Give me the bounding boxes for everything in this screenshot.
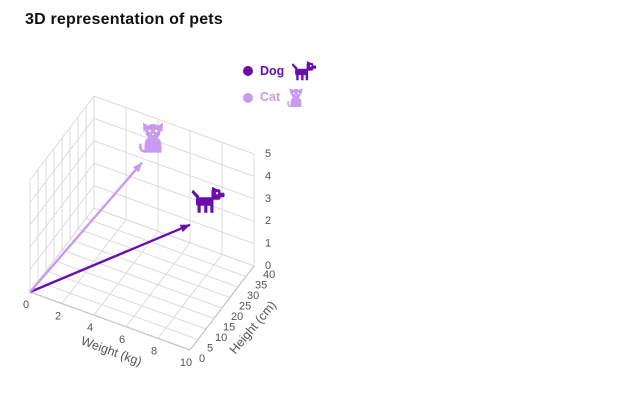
x-tick-label: 4 [87, 322, 93, 334]
axis-edges [29, 265, 255, 351]
dog-vector-arrow [29, 223, 191, 294]
y-tick-label: 20 [231, 311, 243, 323]
grid-lines [29, 95, 255, 351]
y-tick-label: 25 [239, 301, 251, 313]
y-tick-label: 5 [207, 343, 213, 355]
y-tick-label: 30 [247, 290, 259, 302]
x-tick-label: 0 [23, 299, 29, 311]
y-tick-label: 35 [255, 280, 267, 292]
cat-vector-arrow [29, 161, 143, 293]
x-tick-label: 8 [151, 345, 157, 357]
dog-marker-icon[interactable] [191, 186, 225, 213]
legend-label-dog: Dog [260, 63, 285, 78]
y-tick-label: 40 [263, 269, 275, 281]
legend-item-dog[interactable]: Dog [243, 61, 317, 81]
legend-item-cat[interactable]: Cat [243, 88, 317, 107]
y-tick-label: 15 [223, 322, 235, 334]
dog-icon [292, 61, 317, 81]
cat-color-swatch [243, 92, 253, 103]
z-tick-label: 4 [265, 170, 271, 182]
dog-color-swatch [243, 66, 253, 76]
z-tick-label: 0 [265, 260, 271, 272]
y-tick-label: 0 [199, 353, 205, 365]
cat-marker-icon[interactable] [139, 122, 163, 153]
chart-title: 3D representation of pets [25, 11, 223, 28]
x-tick-label: 10 [180, 357, 192, 369]
x-tick-label: 6 [119, 334, 125, 346]
z-tick-label: 3 [265, 193, 271, 205]
z-tick-label: 1 [265, 238, 271, 250]
legend: Dog Cat [243, 61, 317, 107]
legend-label-cat: Cat [260, 90, 281, 105]
x-axis-title: Weight (kg) [79, 334, 144, 369]
z-tick-label: 2 [265, 215, 271, 227]
y-tick-label: 10 [215, 332, 227, 344]
z-tick-label: 5 [265, 148, 271, 160]
x-tick-label: 2 [55, 311, 61, 323]
cat-icon [287, 88, 303, 107]
